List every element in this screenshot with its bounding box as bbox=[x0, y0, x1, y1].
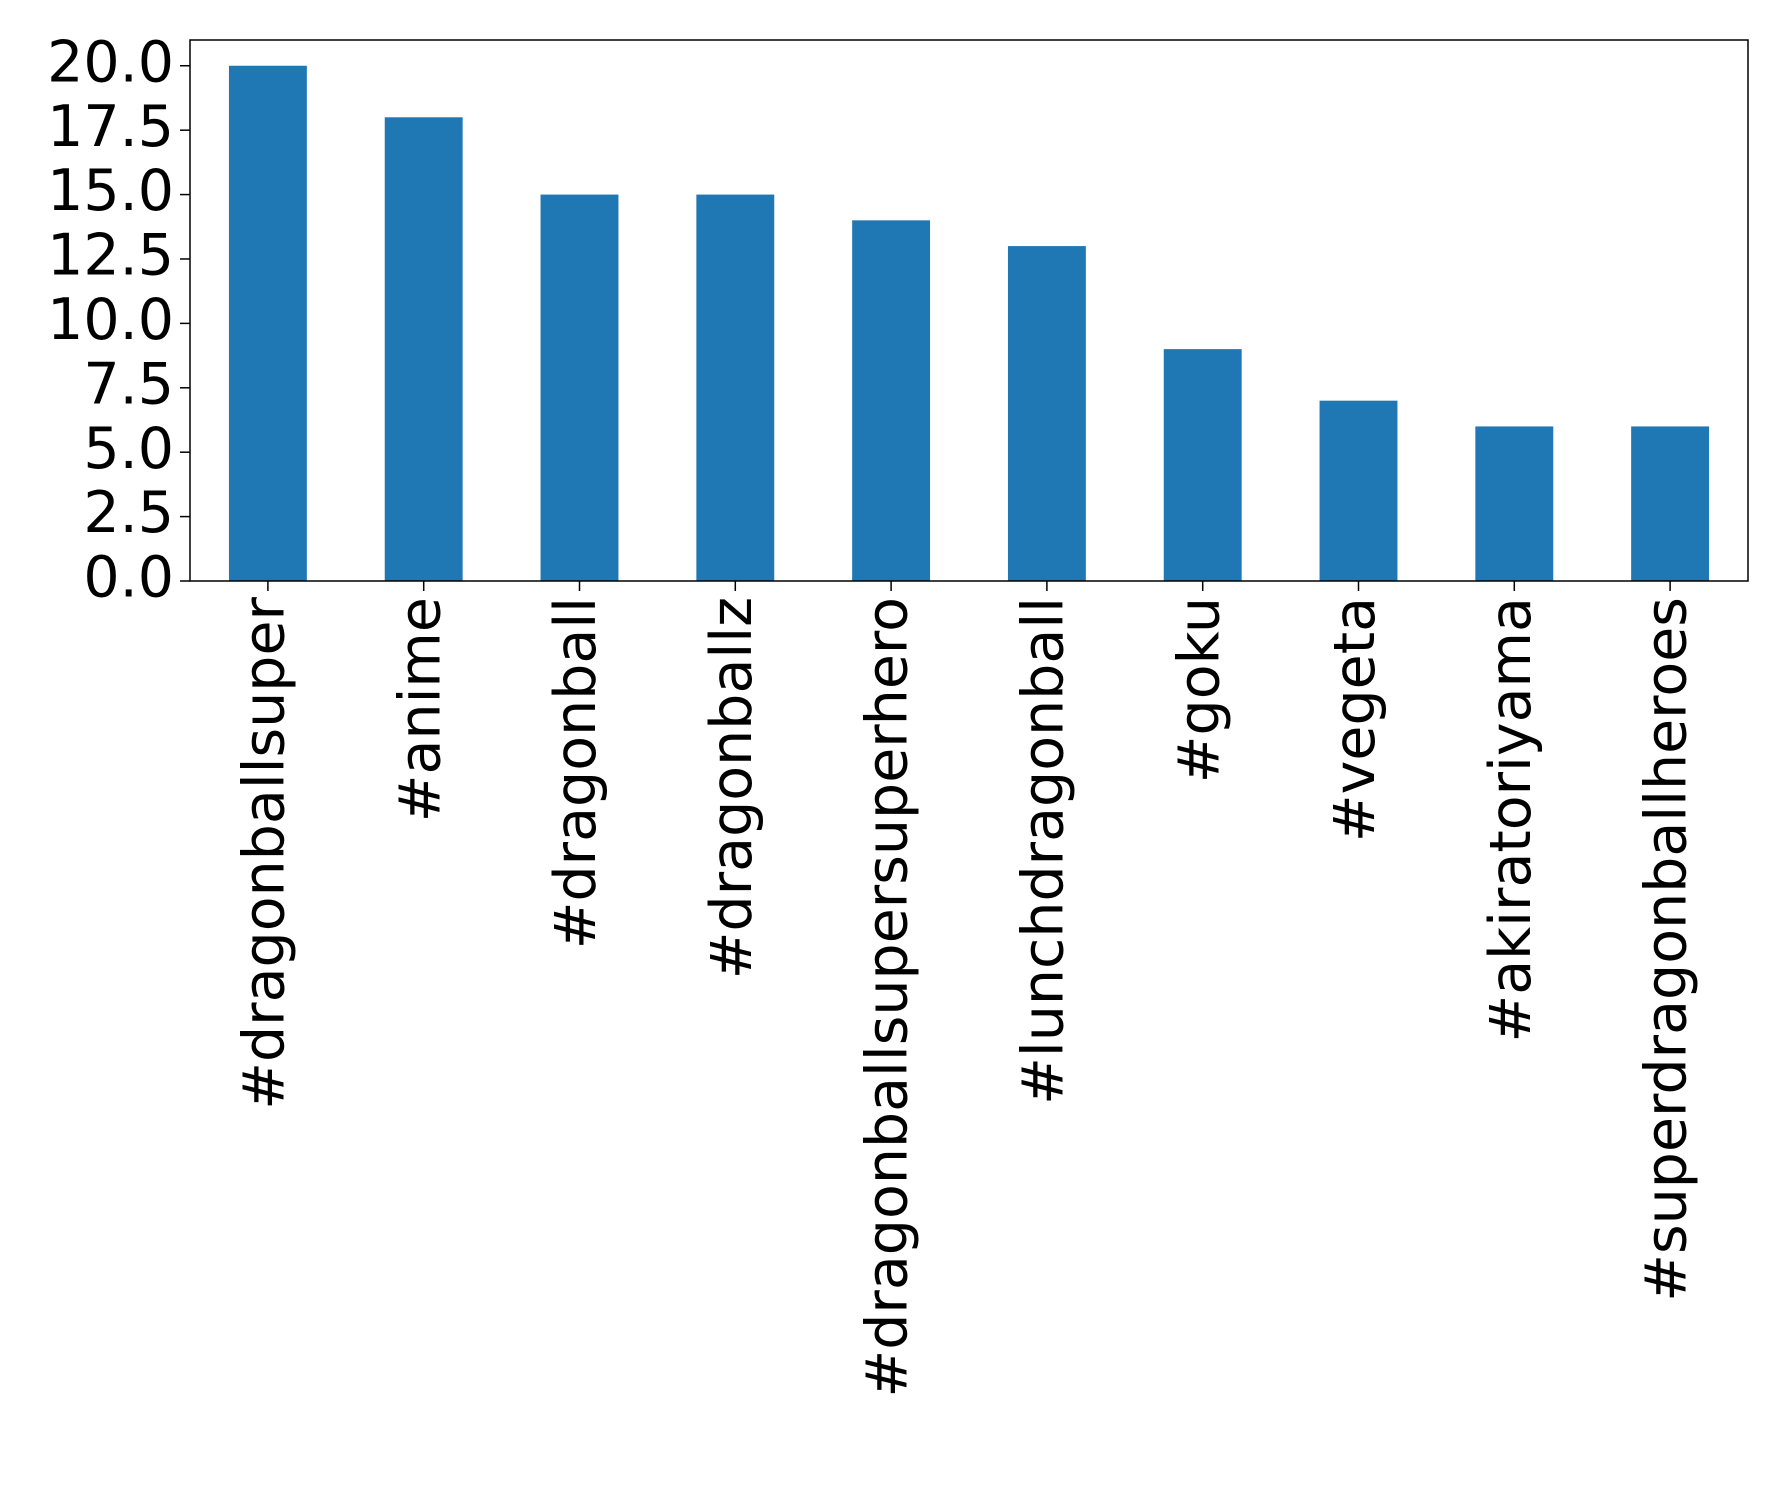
plot-frame bbox=[189, 39, 1749, 582]
y-tick-label: 5.0 bbox=[83, 416, 174, 482]
bar bbox=[852, 220, 931, 582]
bar bbox=[540, 194, 619, 582]
y-tick-label: 15.0 bbox=[47, 158, 174, 224]
y-tick-label: 20.0 bbox=[47, 29, 174, 95]
x-tick-label: #vegeta bbox=[1322, 597, 1388, 842]
x-tick-label: #superdragonballheroes bbox=[1634, 597, 1700, 1302]
x-tick-label: #dragonballz bbox=[699, 597, 765, 979]
x-tick-label: #goku bbox=[1166, 597, 1232, 783]
x-tick-label: #akiratoriyama bbox=[1478, 597, 1544, 1043]
bar bbox=[1007, 246, 1086, 581]
x-tick-label: #lunchdragonball bbox=[1011, 597, 1077, 1105]
x-tick-label: #dragonballsuper bbox=[232, 596, 298, 1109]
y-tick-label: 0.0 bbox=[83, 545, 174, 611]
bar bbox=[1631, 426, 1710, 581]
y-tick-label: 17.5 bbox=[47, 94, 174, 160]
bar bbox=[384, 117, 463, 582]
y-tick-label: 7.5 bbox=[83, 351, 174, 417]
bar bbox=[1475, 426, 1554, 581]
bar bbox=[1163, 349, 1242, 581]
x-tick-label: #anime bbox=[387, 597, 453, 822]
bar bbox=[1319, 400, 1398, 581]
y-tick-label: 10.0 bbox=[47, 287, 174, 353]
y-tick-label: 2.5 bbox=[83, 480, 174, 546]
bar bbox=[696, 194, 775, 582]
x-tick-label: #dragonball bbox=[543, 597, 609, 949]
y-tick-label: 12.5 bbox=[47, 223, 174, 289]
x-tick-label: #dragonballsupersuperhero bbox=[855, 597, 921, 1398]
bar bbox=[228, 65, 307, 581]
